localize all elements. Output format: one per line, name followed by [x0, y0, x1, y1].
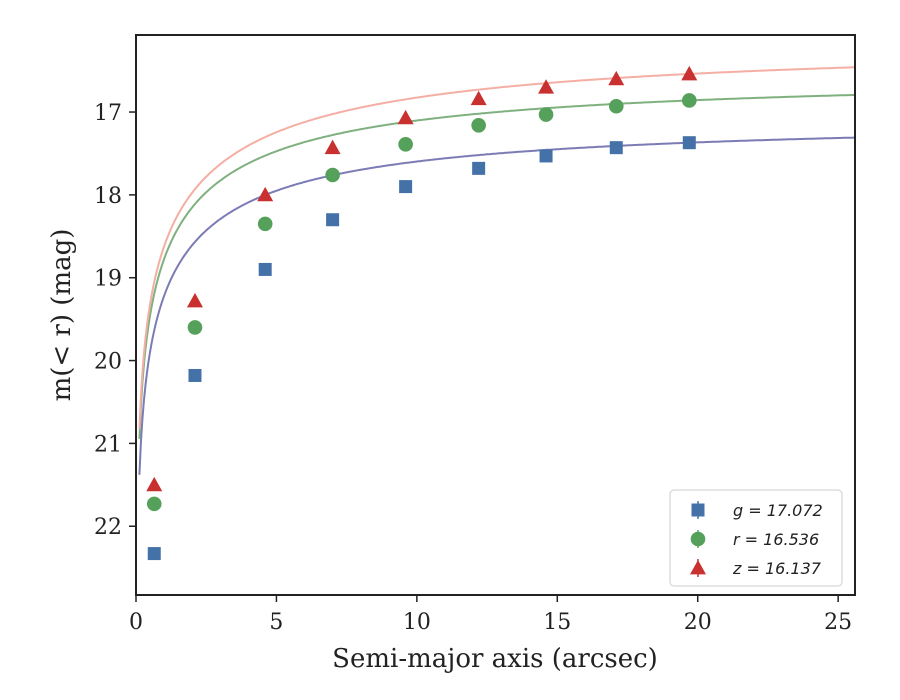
y-tick-label-2: 19 [94, 267, 122, 292]
point-r-7 [608, 98, 624, 114]
point-g-3 [326, 213, 340, 227]
point-z-3 [324, 139, 341, 155]
point-r-1 [187, 320, 203, 335]
legend-marker-r [690, 531, 706, 547]
y-tick-label-5: 22 [94, 515, 122, 540]
x-tick-label-3: 15 [543, 610, 571, 635]
point-r-2 [257, 216, 273, 232]
fit-curve-g [138, 136, 855, 475]
point-g-6 [539, 149, 553, 163]
point-z-0 [146, 476, 163, 492]
x-axis-ticks: 0 5 10 15 20 25 [129, 595, 852, 635]
fit-curve-r [138, 93, 855, 439]
point-g-5 [472, 161, 486, 175]
y-tick-label-4: 21 [94, 432, 122, 457]
point-g-1 [188, 368, 202, 382]
point-r-0 [146, 496, 162, 512]
x-tick-label-2: 10 [403, 610, 431, 635]
point-r-3 [325, 167, 340, 183]
point-g-7 [609, 141, 623, 155]
legend: g = 17.072 r = 16.536 z = 16.137 [669, 489, 843, 587]
point-g-8 [682, 136, 696, 150]
legend-box [669, 489, 843, 587]
point-r-5 [471, 117, 486, 133]
point-z-8 [681, 65, 698, 81]
x-tick-label-0: 0 [129, 610, 143, 635]
point-z-6 [538, 79, 555, 94]
point-g-0 [147, 547, 161, 561]
point-z-7 [608, 70, 625, 86]
x-tick-label-1: 5 [269, 610, 283, 635]
legend-label-r: r = 16.536 [733, 530, 819, 549]
fit-curves [138, 66, 855, 475]
point-z-1 [186, 292, 203, 308]
point-z-4 [397, 109, 414, 125]
y-axis-ticks: 17 18 19 20 21 22 [94, 101, 136, 540]
legend-label-g: g = 17.072 [733, 501, 823, 520]
point-g-2 [258, 262, 272, 276]
y-tick-label-1: 18 [94, 184, 122, 209]
point-g-4 [399, 180, 413, 194]
data-markers [146, 65, 698, 561]
point-z-5 [470, 90, 487, 106]
point-r-6 [538, 107, 554, 122]
point-r-8 [681, 93, 697, 108]
y-tick-label-0: 17 [94, 101, 122, 126]
x-tick-label-4: 20 [684, 610, 712, 635]
fit-curve-z [138, 66, 855, 429]
y-axis-title: m(< r) (mag) [47, 229, 77, 402]
y-tick-label-3: 20 [94, 350, 122, 375]
legend-marker-z [690, 560, 706, 575]
x-axis-title: Semi-major axis (arcsec) [332, 644, 658, 674]
legend-marker-g [691, 503, 705, 517]
plot-frame [135, 34, 856, 596]
point-r-4 [398, 137, 413, 152]
point-z-2 [257, 186, 274, 202]
x-tick-label-5: 25 [824, 610, 852, 635]
legend-label-z: z = 16.137 [732, 559, 822, 578]
